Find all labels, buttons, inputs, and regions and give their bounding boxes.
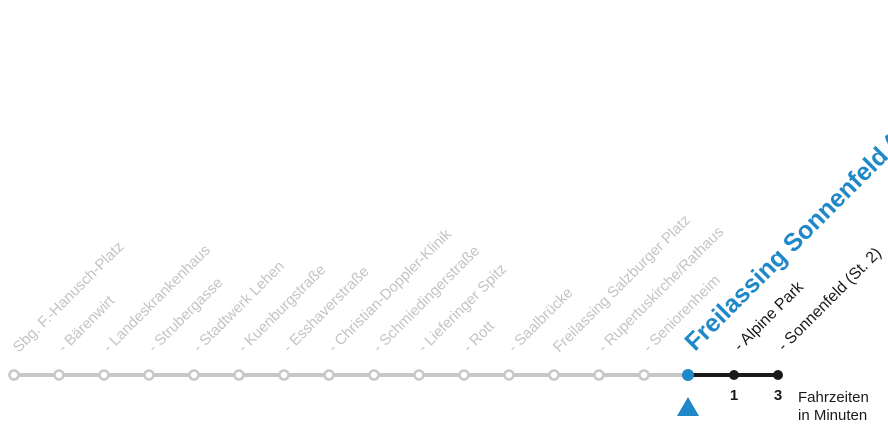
- travel-minutes-label: 3: [774, 387, 782, 404]
- travel-minutes-label: 1: [730, 387, 738, 404]
- past-stop-dot: [8, 369, 20, 381]
- past-stop-dot: [278, 369, 290, 381]
- past-stop-label: - Rott: [460, 317, 499, 356]
- past-stop-dot: [368, 369, 380, 381]
- current-stop-label: Freilassing Sonnenfeld (St. 1): [679, 88, 888, 356]
- past-stop-dot: [98, 369, 110, 381]
- next-stop-dot: [773, 370, 783, 380]
- triangle-up-icon: [677, 397, 699, 416]
- past-stop-dot: [458, 369, 470, 381]
- past-stop-dot: [188, 369, 200, 381]
- past-stop-dot: [548, 369, 560, 381]
- past-stop-dot: [233, 369, 245, 381]
- past-stop-dot: [323, 369, 335, 381]
- past-stop-dot: [638, 369, 650, 381]
- past-stop-dot: [503, 369, 515, 381]
- past-stop-dot: [143, 369, 155, 381]
- legend-line-1: Fahrzeiten: [798, 389, 869, 406]
- current-stop-dot: [682, 369, 694, 381]
- past-stop-dot: [593, 369, 605, 381]
- past-stop-dot: [53, 369, 65, 381]
- past-stop-dot: [413, 369, 425, 381]
- legend-line-2: in Minuten: [798, 407, 868, 424]
- next-stop-dot: [729, 370, 739, 380]
